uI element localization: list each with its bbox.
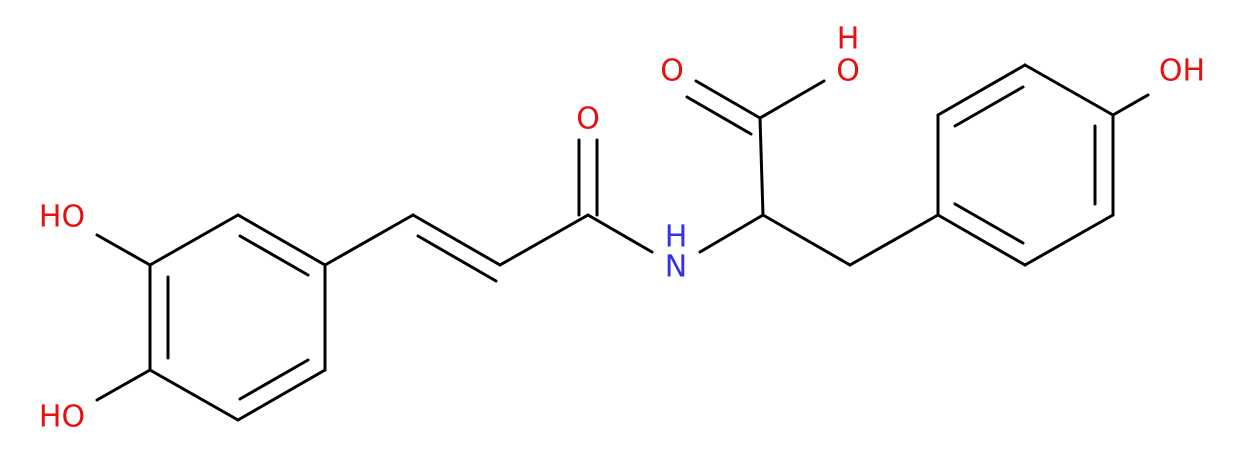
atom-label: N xyxy=(665,250,687,285)
atom-label: HO xyxy=(39,400,85,435)
bonds xyxy=(95,63,1150,422)
atom-labels: HO HO O N H O O H OH xyxy=(39,22,1205,435)
atom-label: O xyxy=(576,102,600,137)
atom-label: O xyxy=(660,54,684,89)
atom-label: OH xyxy=(1159,54,1205,89)
atom-label: HO xyxy=(39,200,85,235)
atom-label: H xyxy=(837,22,860,57)
atom-label: O xyxy=(836,54,860,89)
atom-label: H xyxy=(665,220,688,255)
